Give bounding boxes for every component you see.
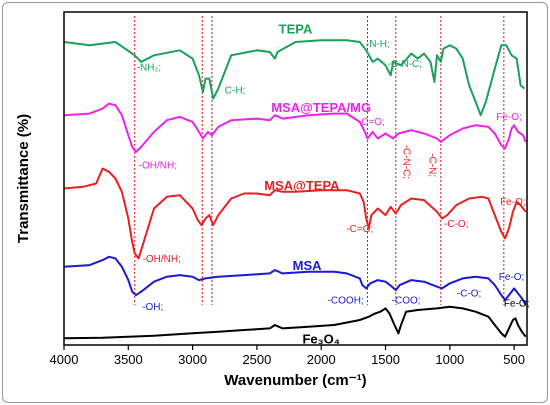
- y-axis-title: Transmittance (%): [15, 114, 32, 243]
- peak-annotation: Fe-O;: [500, 197, 526, 208]
- series-line: [63, 167, 527, 260]
- peak-annotation: -C-O;: [444, 219, 468, 230]
- series-labels: TEPA MSA@TEPA/MG MSA@TEPA MSA Fe₃O₄: [264, 22, 371, 347]
- peak-annotation: -OH/NH;: [139, 161, 177, 172]
- x-tick-label: 500: [503, 352, 525, 367]
- series-line: [63, 102, 527, 153]
- peak-annotation: Fe-O;: [496, 112, 522, 123]
- series-label: TEPA: [279, 22, 313, 37]
- peak-annotation: -C=O;: [358, 117, 385, 128]
- series-label: MSA@TEPA: [264, 178, 340, 193]
- peak-annotation: -N-H;: [366, 39, 390, 50]
- x-tick-label: 3000: [178, 352, 207, 367]
- peak-annotation: -C=O;: [346, 224, 373, 235]
- peak-annotation: -C-N;: [426, 153, 437, 177]
- series-label: Fe₃O₄: [302, 331, 340, 346]
- reference-lines: [134, 16, 505, 305]
- x-tick-label: 2500: [242, 352, 271, 367]
- peak-annotation: -COOH;: [328, 295, 364, 306]
- peak-annotations: -NH₂; C-H; -N-H; -C-N-C; Fe-O; -C=O; -C-N-C; -C…: [137, 39, 530, 313]
- x-axis-ticks: 4000 3500 3000 2500 2000 1500 1000 500: [50, 345, 525, 367]
- peak-annotation: Fe-O;: [504, 299, 530, 310]
- peak-annotation: Fe-O;: [499, 272, 525, 283]
- plot-area-border: [63, 11, 528, 346]
- peak-annotation: -OH/NH;: [143, 254, 181, 265]
- peak-annotation: -C-O;: [457, 289, 481, 300]
- x-tick-label: 3500: [114, 352, 143, 367]
- x-tick-label: 4000: [50, 352, 79, 367]
- peak-annotation: C-H;: [225, 86, 246, 97]
- peak-annotation: -OH;: [142, 302, 163, 313]
- peak-annotation: -C-N-C;: [388, 59, 422, 70]
- peak-annotation: -C-N-C;: [401, 145, 412, 179]
- series-label: MSA: [293, 258, 323, 273]
- x-axis-title: Wavenumber (cm⁻¹): [224, 372, 366, 389]
- series-label: MSA@TEPA/MG: [271, 100, 371, 115]
- peak-annotation: -NH₂;: [137, 62, 161, 73]
- x-tick-label: 1000: [435, 352, 464, 367]
- series-line: [63, 39, 526, 117]
- x-tick-label: 1500: [371, 352, 400, 367]
- x-tick-label: 2000: [307, 352, 336, 367]
- series-line: [63, 255, 527, 306]
- series-line: [63, 305, 527, 340]
- peak-annotation: -COO;: [392, 295, 421, 306]
- series-lines: [63, 39, 527, 340]
